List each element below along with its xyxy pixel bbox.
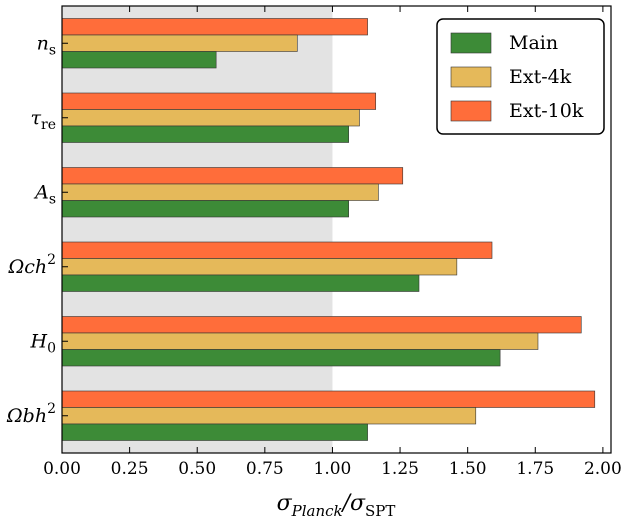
bar-main-1 xyxy=(61,125,349,143)
y-category-label: H0 xyxy=(30,330,57,356)
y-category-label: As xyxy=(33,181,56,207)
x-tick-label: 0.50 xyxy=(178,459,216,479)
y-category-label: ns xyxy=(37,32,56,58)
legend-label-ext-4k: Ext-4k xyxy=(509,66,572,88)
x-axis-title: σPlanck/σSPT xyxy=(277,491,396,520)
legend: Main Ext-4k Ext-10k xyxy=(436,18,605,135)
x-tick-label: 0.00 xyxy=(43,459,81,479)
bar-ext-10k-1 xyxy=(61,92,377,110)
bar-ext-10k-0 xyxy=(61,18,368,36)
bar-main-0 xyxy=(61,51,217,69)
x-tick-label: 1.75 xyxy=(516,459,554,479)
plot-frame xyxy=(61,5,612,454)
bar-main-2 xyxy=(61,200,349,218)
bar-ext-4k-4 xyxy=(61,332,539,350)
bar-ext-10k-5 xyxy=(61,390,596,408)
legend-swatch-ext-4k xyxy=(450,66,492,88)
bar-ext-4k-3 xyxy=(61,258,458,276)
y-category-label: τre xyxy=(31,107,57,133)
bar-ext-4k-0 xyxy=(61,34,298,52)
bar-main-3 xyxy=(61,274,420,292)
x-tick-label: 0.25 xyxy=(111,459,149,479)
bar-ext-10k-2 xyxy=(61,167,404,185)
legend-swatch-main xyxy=(450,32,492,54)
y-category-label: Ωch2 xyxy=(7,252,56,278)
x-tick-label: 1.00 xyxy=(314,459,352,479)
legend-label-ext-10k: Ext-10k xyxy=(509,100,584,122)
bar-ext-10k-3 xyxy=(61,241,493,259)
x-axis-ticks: 0.00 0.25 0.50 0.75 1.00 1.25 1.50 1.75 2.00 xyxy=(43,6,622,479)
bar-main-5 xyxy=(61,423,368,441)
bar-ext-4k-1 xyxy=(61,109,360,127)
y-axis-categories: ns τre As Ωch2 H0 Ωbh2 xyxy=(6,32,68,427)
bar-ext-4k-2 xyxy=(61,183,379,201)
x-tick-label: 1.25 xyxy=(381,459,419,479)
x-tick-label: 2.00 xyxy=(584,459,622,479)
y-category-label: Ωbh2 xyxy=(6,401,56,427)
legend-swatch-ext-10k xyxy=(450,100,492,122)
bar-ext-10k-4 xyxy=(61,316,582,334)
x-tick-label: 1.50 xyxy=(449,459,487,479)
legend-label-main: Main xyxy=(509,32,558,54)
bar-main-4 xyxy=(61,349,501,367)
x-tick-label: 0.75 xyxy=(246,459,284,479)
bar-ext-4k-5 xyxy=(61,407,477,425)
shaded-region xyxy=(62,6,333,453)
